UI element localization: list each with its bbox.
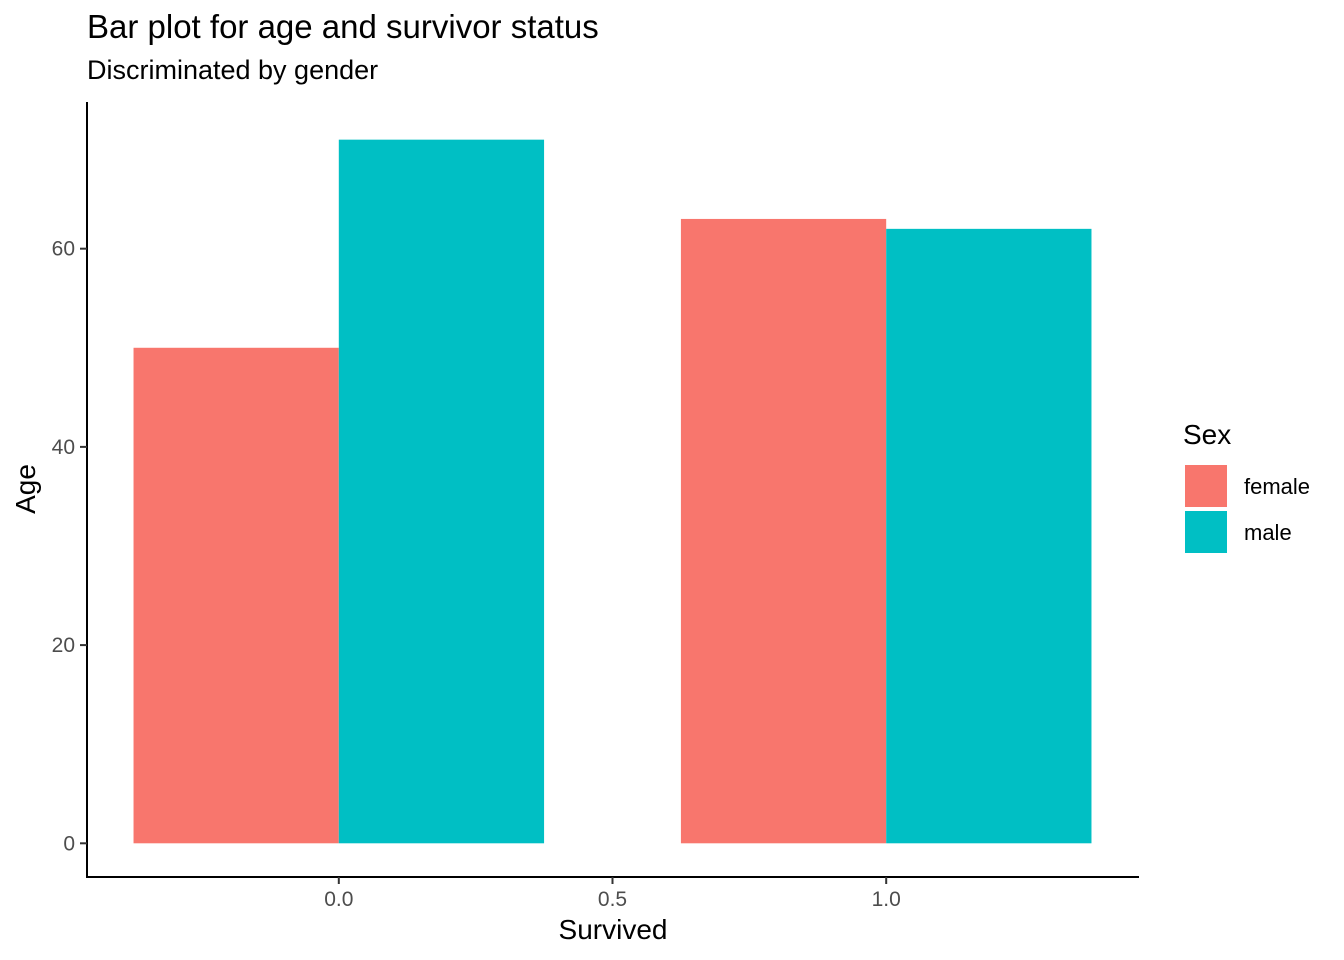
- legend-items: female male: [1185, 465, 1310, 553]
- legend-label-male: male: [1244, 520, 1292, 545]
- y-ticks-layer: 0 20 40 60: [52, 238, 87, 855]
- y-axis-title: Age: [10, 464, 41, 514]
- x-ticks-layer: 0.0 0.5 1.0: [324, 877, 901, 911]
- legend-label-female: female: [1244, 474, 1310, 499]
- x-axis-title: Survived: [559, 914, 668, 945]
- x-tick-label: 0.0: [324, 888, 353, 911]
- y-tick-label: 40: [52, 436, 75, 459]
- legend-title: Sex: [1183, 419, 1231, 450]
- bars-layer: [133, 139, 1092, 844]
- bar-female-0: [133, 347, 339, 844]
- legend-key-male: [1185, 511, 1227, 553]
- y-tick-label: 20: [52, 634, 75, 657]
- y-tick-label: 0: [63, 832, 75, 855]
- bar-male-0: [338, 139, 545, 844]
- chart-title: Bar plot for age and survivor status: [87, 8, 599, 45]
- bar-male-1: [886, 228, 1092, 844]
- chart-subtitle: Discriminated by gender: [87, 55, 378, 85]
- legend-key-female: [1185, 465, 1227, 507]
- x-tick-label: 1.0: [872, 888, 901, 911]
- bar-female-1: [680, 218, 887, 844]
- legend: Sex female male: [1183, 419, 1310, 553]
- x-tick-label: 0.5: [598, 888, 627, 911]
- y-tick-label: 60: [52, 238, 75, 261]
